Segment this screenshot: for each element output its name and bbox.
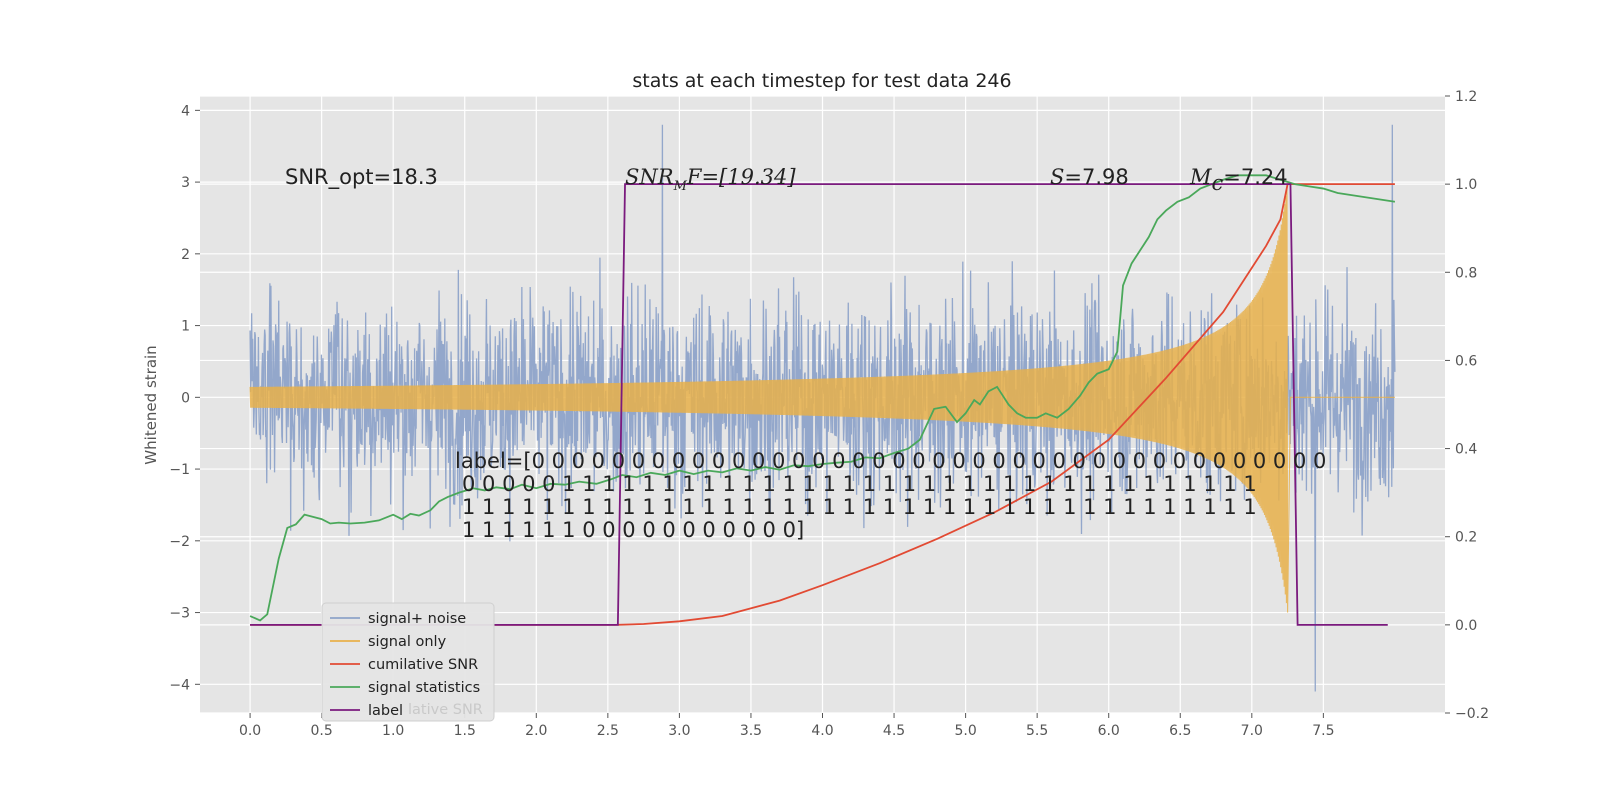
series-cumilative-snr bbox=[250, 183, 1395, 626]
annotation-s-label: S bbox=[1050, 165, 1064, 189]
y-tick-label-left: −2 bbox=[169, 534, 190, 550]
x-tick-label: 1.5 bbox=[454, 723, 476, 739]
annotation-snr-mf-rest: F=[19.34] bbox=[686, 165, 796, 189]
y-tick-label-right: 1.0 bbox=[1455, 177, 1477, 193]
legend: lative SNR signal+ noise signal only cumil… bbox=[321, 602, 495, 722]
x-tick-label: 0.5 bbox=[311, 723, 333, 739]
label-line-2: 0 0 0 0 0 1 1 1 1 1 1 1 1 1 1 1 1 1 1 1 … bbox=[462, 472, 1257, 496]
x-tick-label: 4.0 bbox=[811, 723, 833, 739]
series-signal-only bbox=[249, 186, 1395, 613]
x-tick-label: 2.5 bbox=[597, 723, 619, 739]
y-tick-label-left: 0 bbox=[181, 390, 190, 406]
annotation-snr-opt: SNR_opt=18.3 bbox=[285, 165, 438, 190]
y-tick-label-right: 0.4 bbox=[1455, 442, 1477, 458]
x-tick-label: 2.0 bbox=[525, 723, 547, 739]
annotation-snr-mf-sub: M bbox=[673, 179, 688, 194]
label-annotation: label=[0 0 0 0 0 0 0 0 0 0 0 0 0 0 0 0 0… bbox=[455, 449, 1326, 542]
x-tick-label: 7.5 bbox=[1312, 723, 1334, 739]
label-line-4: 1 1 1 1 1 1 0 0 0 0 0 0 0 0 0 0 0] bbox=[462, 518, 804, 542]
y-tick-label-left: −1 bbox=[169, 462, 190, 478]
y-tick-label-left: −4 bbox=[169, 677, 190, 693]
x-tick-label: 0.0 bbox=[239, 723, 261, 739]
x-tick-label: 7.0 bbox=[1241, 723, 1263, 739]
ticks: 0.0 0.5 1.0 1.5 2.0 2.5 3.0 3.5 4.0 4.5 5.0 5.5 6.0 6… bbox=[169, 89, 1489, 739]
series-label bbox=[250, 183, 1388, 626]
x-tick-label: 1.0 bbox=[382, 723, 404, 739]
annotation-s: S=7.98 bbox=[1050, 165, 1129, 189]
y-tick-label-left: 1 bbox=[181, 319, 190, 335]
legend-label: signal+ noise bbox=[368, 611, 466, 627]
chart-title: stats at each timestep for test data 246 bbox=[632, 70, 1011, 92]
y-tick-label-left: 4 bbox=[181, 103, 190, 119]
annotation-s-value: =7.98 bbox=[1064, 165, 1128, 189]
y-tick-label-right: 1.2 bbox=[1455, 89, 1477, 105]
x-tick-label: 6.5 bbox=[1169, 723, 1191, 739]
legend-box bbox=[321, 602, 495, 722]
x-tick-label: 3.0 bbox=[668, 723, 690, 739]
annotation-mc-sub: c bbox=[1212, 171, 1224, 195]
y-tick-label-left: 3 bbox=[181, 175, 190, 191]
x-tick-label: 5.5 bbox=[1026, 723, 1048, 739]
label-line-3: 1 1 1 1 1 1 1 1 1 1 1 1 1 1 1 1 1 1 1 1 … bbox=[462, 495, 1257, 519]
annotation-snr-mf: SNRMF=[19.34] bbox=[625, 165, 796, 194]
annotation-mc-label: M bbox=[1189, 165, 1212, 189]
x-tick-label: 4.5 bbox=[883, 723, 905, 739]
y-tick-label-right: 0.2 bbox=[1455, 530, 1477, 546]
y-tick-label-left: −3 bbox=[169, 606, 190, 622]
legend-label: signal only bbox=[368, 634, 447, 650]
legend-label: label bbox=[368, 703, 403, 719]
annotation-mc: Mc=7.24 bbox=[1189, 165, 1288, 195]
y-tick-label-left: 2 bbox=[181, 247, 190, 263]
y-tick-label-right: 0.6 bbox=[1455, 353, 1477, 369]
series-signal-statistics bbox=[249, 174, 1396, 622]
x-tick-label: 5.0 bbox=[954, 723, 976, 739]
legend-ghost-text: lative SNR bbox=[408, 702, 483, 718]
y-tick-label-right: 0.8 bbox=[1455, 265, 1477, 281]
x-tick-label: 3.5 bbox=[740, 723, 762, 739]
annotation-snr-mf-main: SNR bbox=[625, 165, 674, 189]
y-tick-label-right: 0.0 bbox=[1455, 618, 1477, 634]
y-axis-label: Whitened strain bbox=[142, 345, 160, 464]
x-tick-label: 6.0 bbox=[1098, 723, 1120, 739]
legend-items: signal+ noise signal only cumilative SNR si… bbox=[330, 611, 480, 719]
label-line-1: label=[0 0 0 0 0 0 0 0 0 0 0 0 0 0 0 0 0… bbox=[455, 449, 1326, 473]
series-layer bbox=[249, 124, 1396, 692]
legend-label: signal statistics bbox=[368, 680, 480, 696]
legend-label: cumilative SNR bbox=[368, 657, 478, 673]
y-tick-label-right: −0.2 bbox=[1455, 706, 1489, 722]
annotation-mc-value: =7.24 bbox=[1223, 165, 1287, 189]
